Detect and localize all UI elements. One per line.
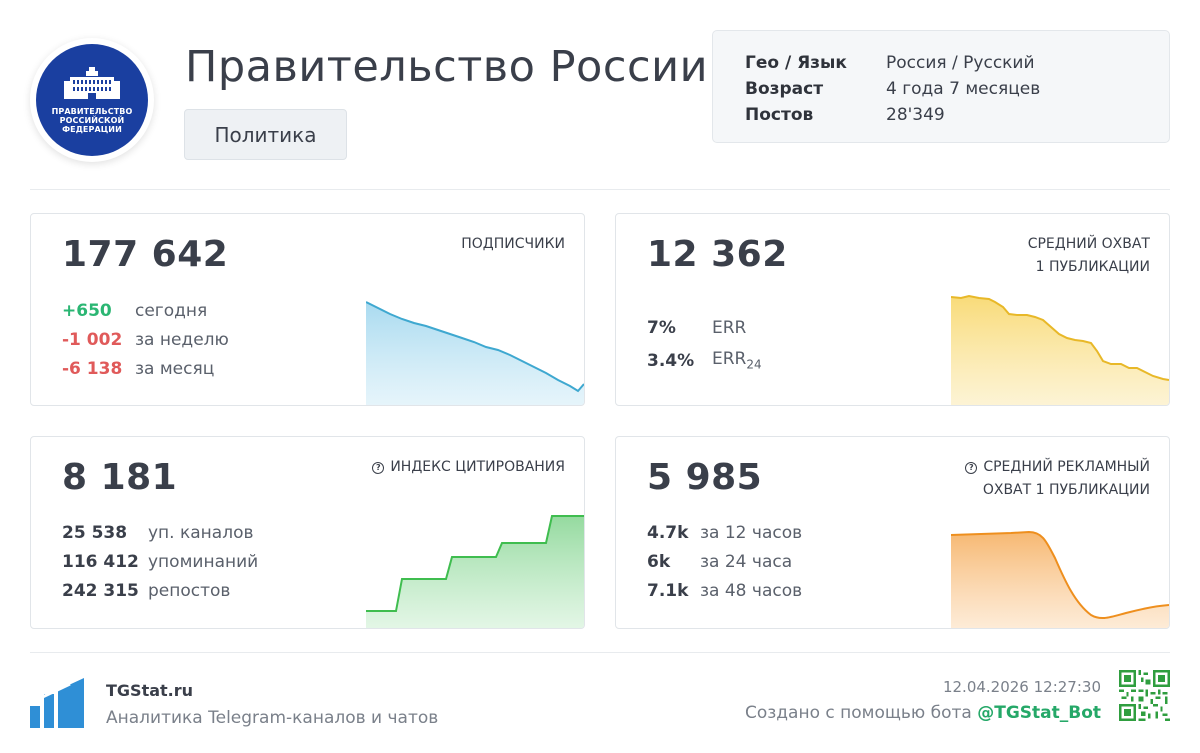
subscribers-month-value: -6 138 <box>62 358 123 379</box>
reposts-label: репостов <box>148 580 231 601</box>
ad-reach-sparkline <box>951 530 1169 628</box>
citation-card: 8 181 ? ИНДЕКС ЦИТИРОВАНИЯ 25 538 уп. кана… <box>30 436 585 629</box>
subscribers-label: ПОДПИСЧИКИ <box>461 236 565 252</box>
ad-reach-12h-value: 4.7k <box>647 522 689 543</box>
channel-info-box: Гео / Язык Россия / Русский Возраст 4 го… <box>712 30 1170 143</box>
channels-mentioned-value: 25 538 <box>62 522 128 543</box>
channel-avatar: ПРАВИТЕЛЬСТВО РОССИЙСКОЙ ФЕДЕРАЦИИ <box>30 38 154 162</box>
info-row-geo: Гео / Язык Россия / Русский <box>745 53 1035 73</box>
err24-value: 3.4% <box>647 350 695 371</box>
reposts-value: 242 315 <box>62 580 139 601</box>
channel-title: Правительство России <box>185 42 709 92</box>
made-with-text: Создано с помощью бота @TGStat_Bot <box>744 703 1101 723</box>
ad-reach-stats: 4.7k за 12 часов 6k за 24 часа 7.1k за 48 ч… <box>647 518 802 605</box>
site-tagline: Аналитика Telegram-каналов и чатов <box>106 708 439 728</box>
ad-reach-label[interactable]: ? СРЕДНИЙ РЕКЛАМНЫЙ ОХВАТ 1 ПУБЛИКАЦИИ <box>965 456 1150 502</box>
channels-mentioned-label: уп. каналов <box>148 522 254 543</box>
emblem-text: ПРАВИТЕЛЬСТВО РОССИЙСКОЙ ФЕДЕРАЦИИ <box>51 106 133 134</box>
subscribers-count: 177 642 <box>62 234 229 275</box>
citation-label[interactable]: ? ИНДЕКС ЦИТИРОВАНИЯ <box>372 456 565 479</box>
ad-reach-48h-value: 7.1k <box>647 580 689 601</box>
subscribers-week-value: -1 002 <box>62 329 123 350</box>
avg-reach-sparkline <box>951 294 1169 405</box>
avg-reach-card: 12 362 СРЕДНИЙ ОХВАТ 1 ПУБЛИКАЦИИ 7% ERR … <box>615 213 1170 406</box>
avg-reach-label: СРЕДНИЙ ОХВАТ 1 ПУБЛИКАЦИИ <box>1027 236 1150 275</box>
subscribers-card: 177 642 ПОДПИСЧИКИ +650 сегодня -1 002 за … <box>30 213 585 406</box>
divider <box>30 652 1170 653</box>
help-icon[interactable]: ? <box>372 462 385 474</box>
subscribers-today-value: +650 <box>62 300 112 321</box>
avg-reach-value: 12 362 <box>647 234 788 275</box>
building-icon <box>64 66 120 99</box>
info-row-age: Возраст 4 года 7 месяцев <box>745 79 1041 99</box>
government-emblem: ПРАВИТЕЛЬСТВО РОССИЙСКОЙ ФЕДЕРАЦИИ <box>36 44 148 156</box>
help-icon[interactable]: ? <box>965 462 978 474</box>
avg-reach-stats: 7% ERR 3.4% ERR24 <box>647 311 762 377</box>
site-name[interactable]: TGStat.ru <box>106 681 194 700</box>
ad-reach-48h-label: за 48 часов <box>700 580 803 601</box>
subscribers-stats: +650 сегодня -1 002 за неделю -6 138 за мес… <box>62 296 229 383</box>
err-label: ERR <box>712 317 747 338</box>
category-badge[interactable]: Политика <box>184 109 347 160</box>
qr-code-icon[interactable] <box>1119 670 1170 721</box>
ad-reach-value: 5 985 <box>647 457 763 498</box>
citation-index-value: 8 181 <box>62 457 178 498</box>
ad-reach-24h-value: 6k <box>647 551 671 572</box>
citation-stats: 25 538 уп. каналов 116 412 упоминаний 242 … <box>62 518 258 605</box>
tgstat-logo-icon <box>30 678 84 728</box>
bot-link[interactable]: @TGStat_Bot <box>977 703 1101 723</box>
subscribers-sparkline <box>366 301 584 405</box>
info-row-posts: Постов 28'349 <box>745 105 945 125</box>
citation-sparkline <box>366 515 584 628</box>
divider <box>30 189 1170 190</box>
timestamp: 12.04.2026 12:27:30 <box>942 678 1101 696</box>
err24-label: ERR24 <box>712 349 762 372</box>
mentions-label: упоминаний <box>148 551 259 572</box>
ad-reach-card: 5 985 ? СРЕДНИЙ РЕКЛАМНЫЙ ОХВАТ 1 ПУБЛИКА… <box>615 436 1170 629</box>
mentions-value: 116 412 <box>62 551 139 572</box>
subscribers-month-label: за месяц <box>135 358 215 379</box>
err-value: 7% <box>647 317 676 338</box>
subscribers-week-label: за неделю <box>135 329 229 350</box>
subscribers-today-label: сегодня <box>135 300 208 321</box>
ad-reach-12h-label: за 12 часов <box>700 522 803 543</box>
ad-reach-24h-label: за 24 часа <box>700 551 793 572</box>
